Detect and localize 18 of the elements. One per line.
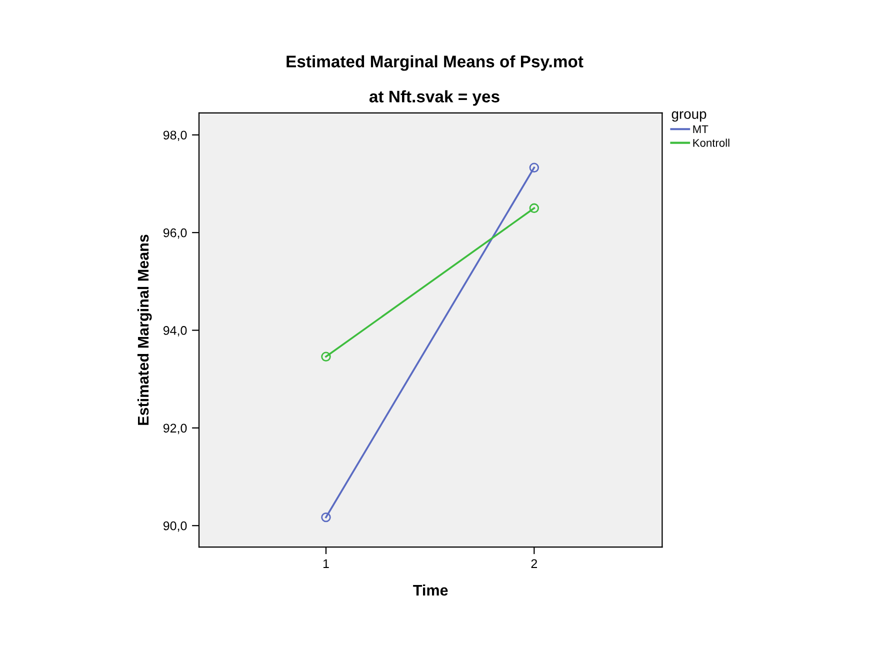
y-tick-label: 96,0: [163, 228, 187, 239]
x-axis-title: Time: [413, 584, 448, 596]
point: [529, 203, 540, 214]
y-tick-label: 98,0: [163, 130, 187, 142]
chart-subtitle: at Nft.svak = yes: [369, 90, 500, 106]
y-axis-title: Estimated Marginal Means: [137, 234, 152, 425]
point: [321, 512, 331, 522]
y-tick-label: 94,0: [163, 326, 187, 336]
legend-label: Kontroll: [693, 138, 730, 147]
y-tick-label: 90,0: [163, 521, 187, 532]
legend-title: group: [672, 111, 706, 122]
x-tick-label: 2: [531, 559, 537, 568]
point: [529, 162, 540, 172]
x-tick-label: 1: [323, 559, 329, 568]
legend-label: MT: [693, 125, 708, 134]
y-tick-label: 92,0: [163, 424, 187, 434]
point: [321, 352, 331, 362]
chart-title: Estimated Marginal Means of Psy.mot: [286, 55, 584, 71]
